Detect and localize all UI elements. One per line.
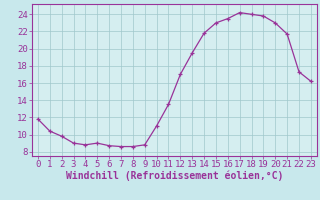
X-axis label: Windchill (Refroidissement éolien,°C): Windchill (Refroidissement éolien,°C): [66, 171, 283, 181]
